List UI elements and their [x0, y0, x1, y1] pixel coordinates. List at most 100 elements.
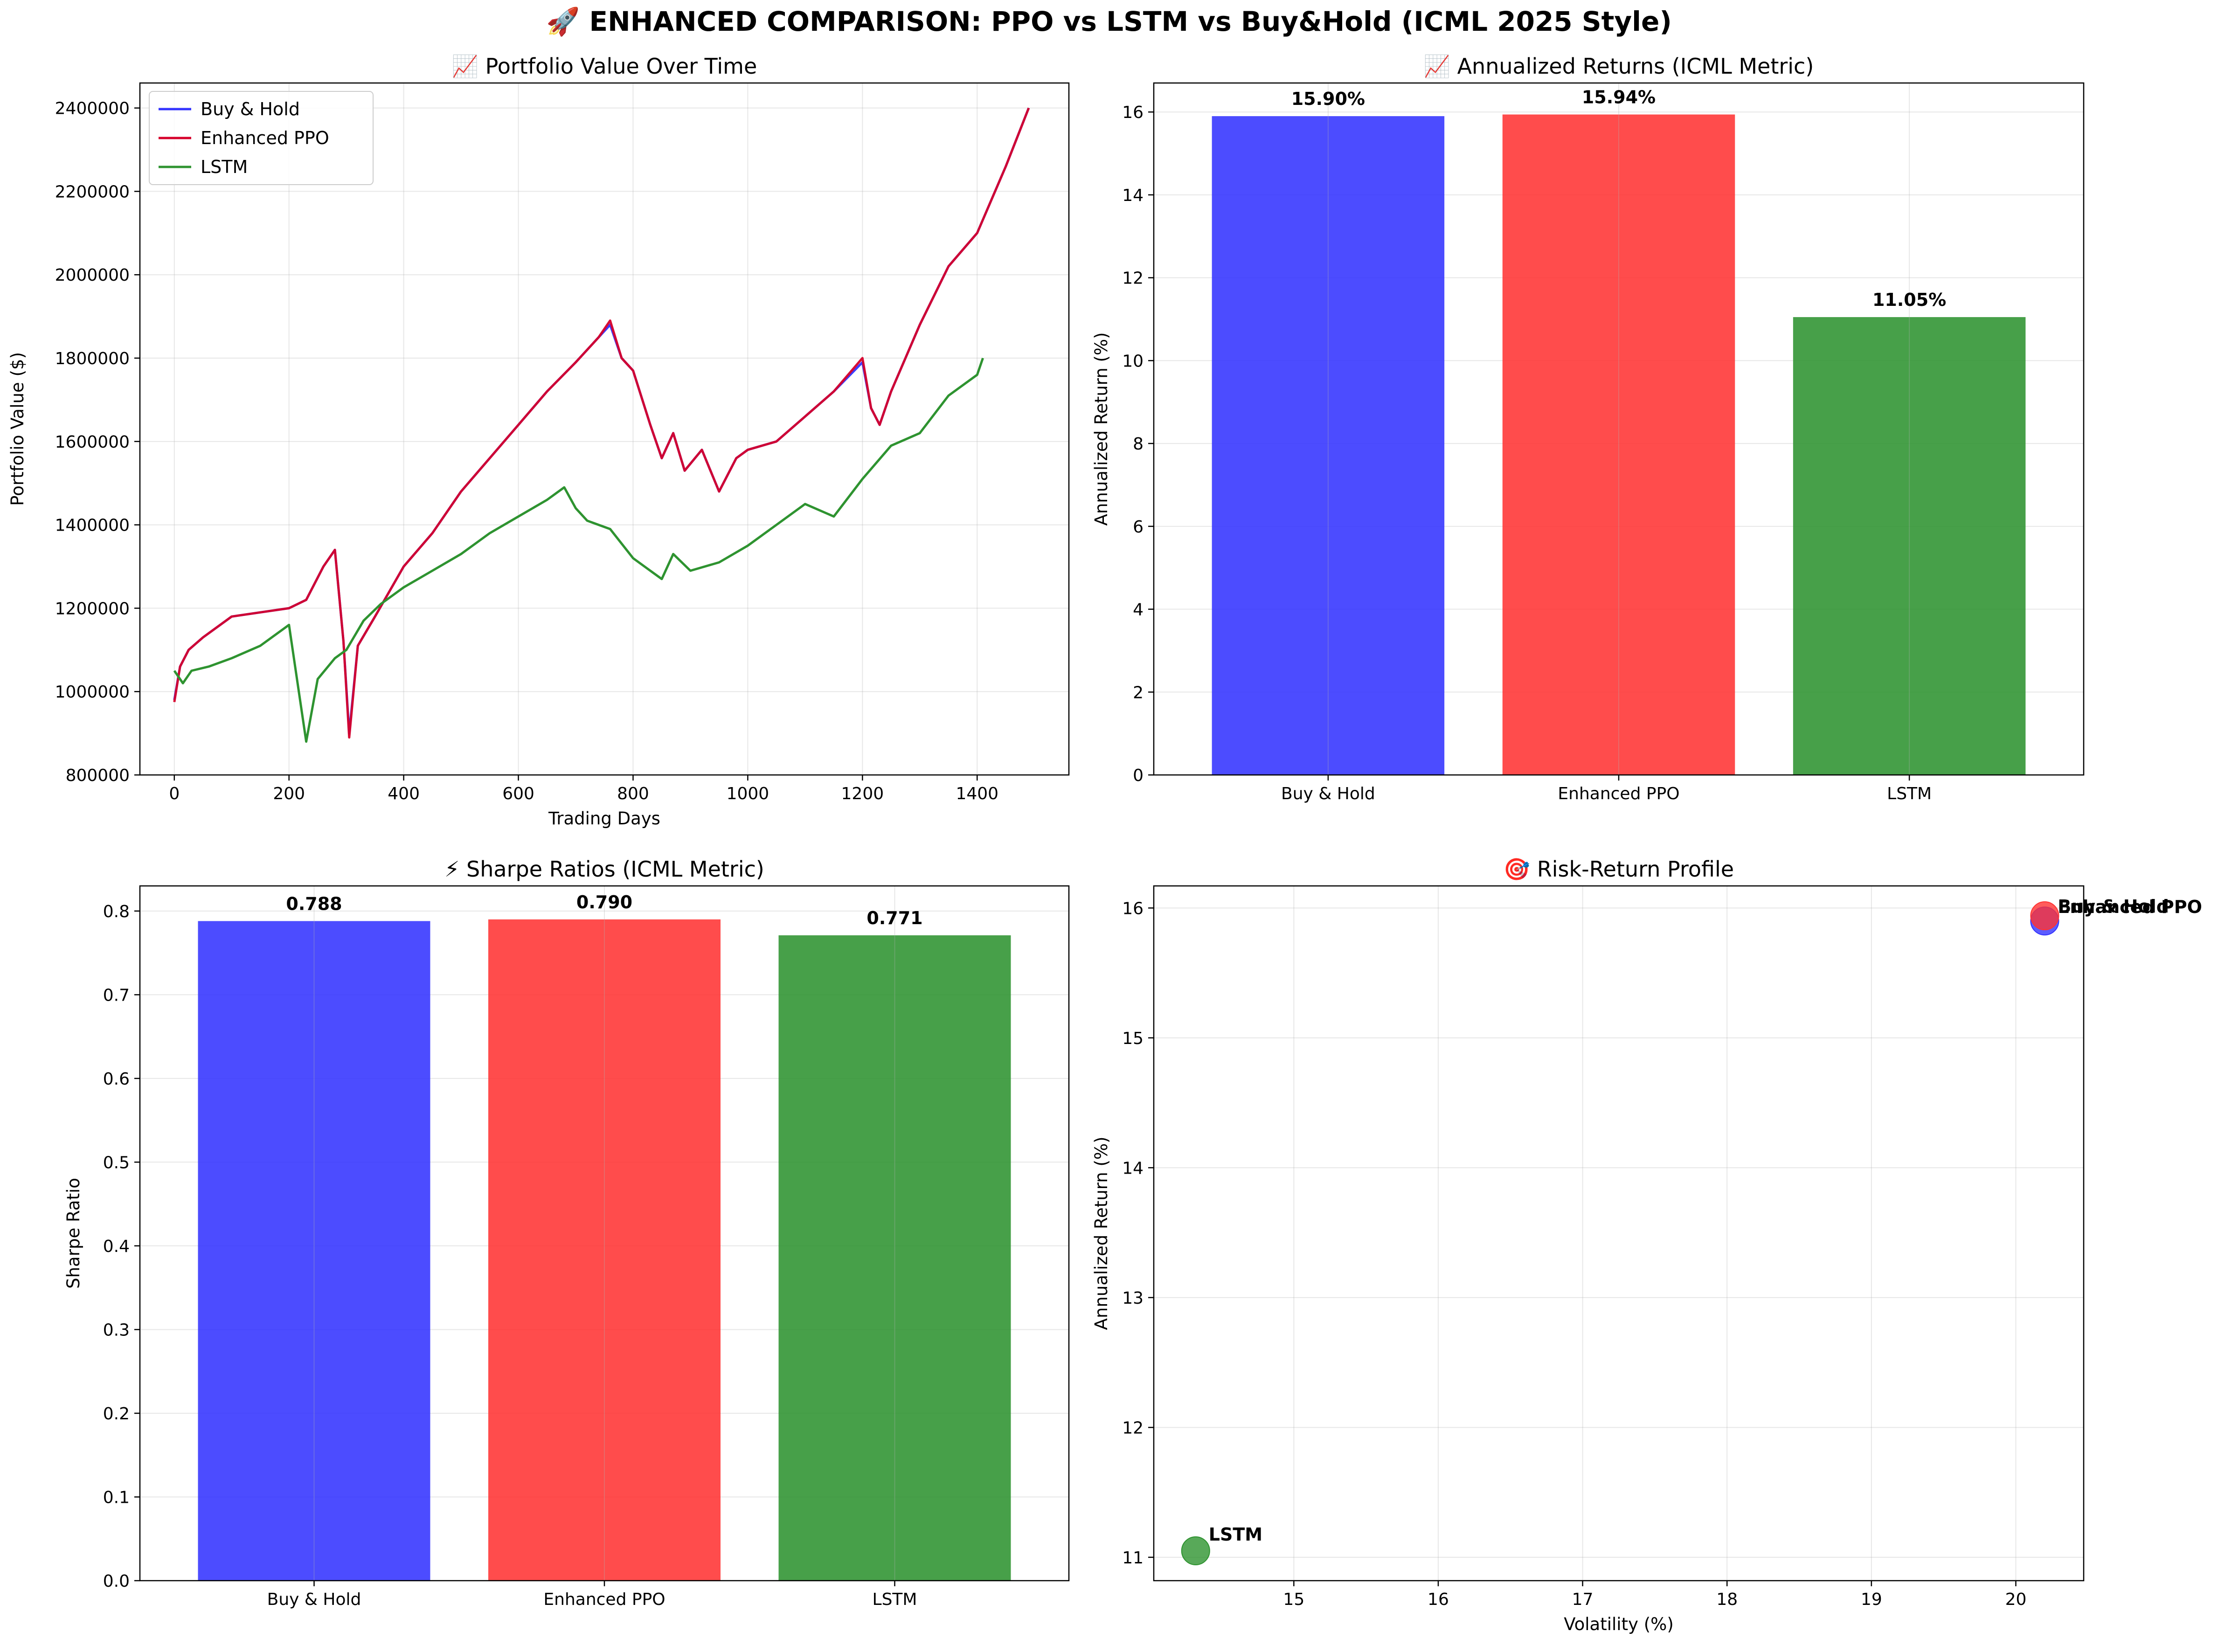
x-tick-label: 18: [1716, 1590, 1738, 1609]
legend: Buy & Hold Enhanced PPO LSTM: [149, 91, 374, 185]
scatter-point-lstm: [1181, 1536, 1210, 1565]
x-tick-label: Enhanced PPO: [1558, 784, 1679, 803]
panel-1: 📈 Portfolio Value Over Time 800000 1000000…: [7, 54, 1070, 829]
y-tick-label: 1800000: [55, 349, 130, 368]
y-tick-label: 6: [1133, 518, 1144, 537]
panel-2: 📈 Annualized Returns (ICML Metric) 0 2 4 6 8 1…: [1091, 54, 2085, 803]
x-tick-label: 1000: [727, 784, 769, 803]
bar-enhanced-ppo: [488, 919, 721, 1581]
y-axis-label: Annualized Return (%): [1091, 1137, 1111, 1330]
x-tick-label: 200: [273, 784, 305, 803]
x-tick-label: 1200: [841, 784, 884, 803]
y-tick-label: 12: [1122, 1418, 1144, 1438]
y-tick-label: 2400000: [55, 99, 130, 118]
y-tick-label: 14: [1122, 186, 1144, 205]
x-axis-label: Volatility (%): [1564, 1614, 1674, 1634]
y-tick-label: 2: [1133, 683, 1144, 702]
y-tick-label: 0.7: [103, 986, 130, 1005]
panel-3-title: ⚡ Sharpe Ratios (ICML Metric): [444, 857, 764, 882]
panel-1-grid: [140, 83, 1069, 775]
bar-value-label: 15.94%: [1582, 87, 1656, 108]
y-tick-label: 2000000: [55, 266, 130, 285]
x-tick-label: Enhanced PPO: [543, 1590, 665, 1609]
panel-3: ⚡ Sharpe Ratios (ICML Metric) 0.0 0.1 0.2 0.…: [63, 857, 1070, 1609]
x-tick-label: 15: [1283, 1590, 1304, 1609]
x-tick-label: 1400: [956, 784, 998, 803]
panel-4-title: 🎯 Risk-Return Profile: [1504, 857, 1734, 882]
plot-frame: [1153, 82, 2085, 776]
y-tick-label: 0.6: [103, 1070, 130, 1089]
bar-value-label: 0.790: [576, 892, 632, 912]
y-tick-label: 2200000: [55, 182, 130, 201]
y-tick-label: 0.8: [103, 902, 130, 921]
y-tick-label: 1600000: [55, 433, 130, 452]
point-label: Enhanced PPO: [2058, 897, 2202, 917]
y-tick-label: 0.4: [103, 1237, 130, 1256]
y-tick-label: 0.3: [103, 1320, 130, 1340]
bar-enhanced-ppo: [1502, 114, 1735, 775]
y-tick-label: 13: [1122, 1289, 1144, 1308]
figure-title: 🚀 ENHANCED COMPARISON: PPO vs LSTM vs Bu…: [546, 6, 1672, 37]
x-tick-label: 0: [169, 784, 180, 803]
y-tick-label: 0.2: [103, 1404, 130, 1424]
x-tick-label: Buy & Hold: [267, 1590, 361, 1609]
x-tick-label: LSTM: [873, 1590, 917, 1609]
y-tick-label: 800000: [66, 766, 130, 785]
legend-entry: LSTM: [201, 157, 248, 177]
y-tick-label: 10: [1122, 352, 1144, 371]
bar-value-label: 0.771: [866, 908, 922, 928]
legend-box: [149, 91, 374, 185]
series-line-buy-hold: [173, 107, 1030, 735]
y-tick-label: 0.1: [103, 1488, 130, 1507]
y-tick-label: 4: [1133, 601, 1144, 620]
x-tick-label: 17: [1572, 1590, 1594, 1609]
y-tick-label: 11: [1122, 1548, 1144, 1568]
x-tick-label: 16: [1428, 1590, 1449, 1609]
y-tick-label: 16: [1122, 899, 1144, 918]
point-label: LSTM: [1209, 1524, 1262, 1545]
x-tick-label: LSTM: [1887, 784, 1932, 803]
x-tick-label: 600: [502, 784, 534, 803]
x-axis-label: Trading Days: [548, 809, 660, 829]
legend-entry: Buy & Hold: [201, 99, 300, 119]
bar-buy-hold: [1212, 116, 1445, 775]
y-tick-label: 1000000: [55, 683, 130, 702]
y-tick-label: 16: [1122, 103, 1144, 122]
y-tick-label: 8: [1133, 435, 1144, 454]
bar-value-label: 11.05%: [1872, 290, 1946, 310]
bar-buy-hold: [198, 921, 430, 1581]
panel-2-title: 📈 Annualized Returns (ICML Metric): [1424, 54, 1814, 79]
legend-entry: Enhanced PPO: [201, 128, 329, 148]
panel-4-grid: [1154, 886, 2084, 1581]
x-tick-label: Buy & Hold: [1281, 784, 1375, 803]
y-tick-label: 14: [1122, 1159, 1144, 1178]
bar-value-label: 15.90%: [1291, 89, 1365, 109]
x-tick-label: 20: [2005, 1590, 2027, 1609]
plot-frame: [1153, 885, 2085, 1582]
y-tick-label: 1200000: [55, 599, 130, 618]
y-axis-label: Portfolio Value ($): [7, 352, 28, 506]
y-tick-label: 0.5: [103, 1153, 130, 1172]
y-tick-label: 0: [1133, 766, 1144, 785]
bar-lstm: [1793, 317, 2026, 775]
bar-lstm: [778, 935, 1011, 1581]
x-tick-label: 19: [1861, 1590, 1882, 1609]
scatter-point-enhanced-ppo: [2030, 901, 2059, 931]
series-line-lstm: [173, 358, 984, 743]
y-tick-label: 1400000: [55, 516, 130, 535]
x-tick-label: 800: [617, 784, 649, 803]
x-tick-label: 400: [388, 784, 420, 803]
point-label: Buy & Hold: [2058, 896, 2169, 917]
panel-4: 🎯 Risk-Return Profile 11 12 13 14 15 16 15 16 17 1…: [1091, 857, 2202, 1634]
series-line-enhanced-ppo: [173, 107, 1030, 739]
y-axis-label: Annualized Return (%): [1091, 332, 1111, 526]
y-axis-label: Sharpe Ratio: [63, 1178, 83, 1289]
y-tick-label: 15: [1122, 1029, 1144, 1048]
plot-frame: [139, 82, 1070, 776]
panel-1-title: 📈 Portfolio Value Over Time: [452, 54, 757, 79]
y-tick-label: 0.0: [103, 1572, 130, 1591]
y-tick-label: 12: [1122, 269, 1144, 288]
bar-value-label: 0.788: [286, 893, 342, 914]
